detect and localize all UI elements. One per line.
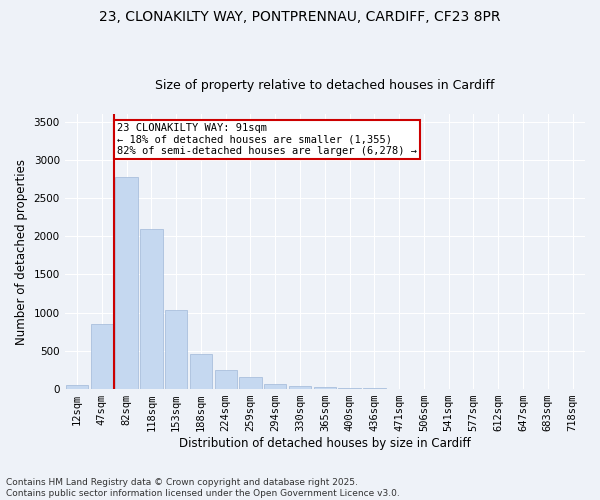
Bar xyxy=(338,388,361,389)
Bar xyxy=(165,310,187,389)
Bar xyxy=(66,386,88,389)
Text: 23, CLONAKILTY WAY, PONTPRENNAU, CARDIFF, CF23 8PR: 23, CLONAKILTY WAY, PONTPRENNAU, CARDIFF… xyxy=(99,10,501,24)
Bar xyxy=(289,386,311,389)
Bar xyxy=(115,176,138,389)
Bar xyxy=(239,377,262,389)
Bar xyxy=(140,228,163,389)
Bar xyxy=(363,388,386,389)
Bar xyxy=(314,387,336,389)
Y-axis label: Number of detached properties: Number of detached properties xyxy=(15,158,28,344)
Title: Size of property relative to detached houses in Cardiff: Size of property relative to detached ho… xyxy=(155,79,494,92)
Text: 23 CLONAKILTY WAY: 91sqm
← 18% of detached houses are smaller (1,355)
82% of sem: 23 CLONAKILTY WAY: 91sqm ← 18% of detach… xyxy=(117,123,417,156)
Bar xyxy=(190,354,212,389)
X-axis label: Distribution of detached houses by size in Cardiff: Distribution of detached houses by size … xyxy=(179,437,471,450)
Text: Contains HM Land Registry data © Crown copyright and database right 2025.
Contai: Contains HM Land Registry data © Crown c… xyxy=(6,478,400,498)
Bar xyxy=(264,384,286,389)
Bar xyxy=(91,324,113,389)
Bar xyxy=(215,370,237,389)
